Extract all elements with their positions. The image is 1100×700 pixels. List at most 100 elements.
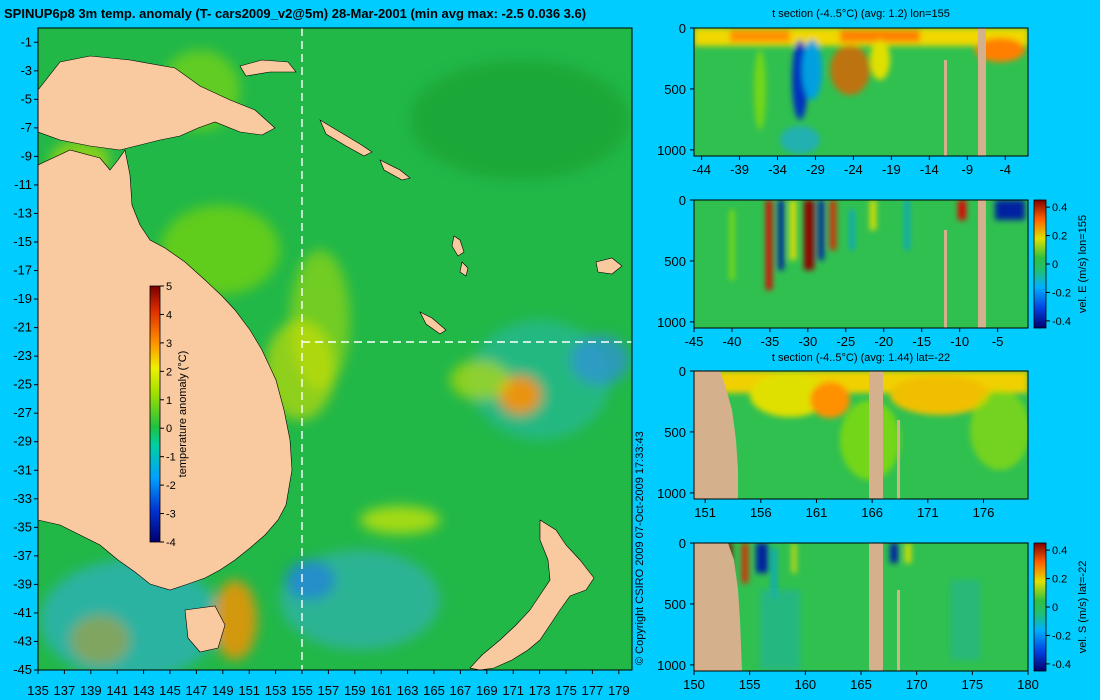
anomaly-texture	[40, 50, 630, 670]
new-guinea-land	[38, 55, 276, 151]
section4-colorbar: 0.4 0.2 0 -0.2 -0.4 vel. S (m/s) lat=-22	[1033, 542, 1089, 672]
map-x-tick-label: 177	[582, 683, 604, 698]
map-y-tick-label: -13	[13, 205, 32, 220]
colorbar-tick-label: -1	[166, 452, 176, 464]
map-y-axis: -1 -3 -5 -7 -9 -11 -13 -15 -17 -19 -21 -23 -25 -27 -29…	[13, 34, 38, 677]
map-x-axis: 135 137 139 141 143 145 147 149 151 153 155 157 159 1…	[27, 670, 630, 698]
section1-axes: -44 -39 -34 -29 -24 -19 -14 -9 -4 0 500 1000	[657, 21, 1011, 177]
section-x-tick-label: -25	[836, 334, 855, 349]
section-y-tick-label: 1000	[657, 315, 686, 330]
section-x-tick-label: -40	[723, 334, 742, 349]
map-y-tick-label: -25	[13, 377, 32, 392]
section-x-tick-label: 161	[806, 505, 828, 520]
map-y-tick-label: -23	[13, 348, 32, 363]
colorbar-tick-label: 2	[166, 366, 172, 378]
map-y-tick-label: -7	[20, 120, 32, 135]
map-frame	[37, 27, 633, 671]
section-y-tick-label: 1000	[657, 658, 686, 673]
colorbar-tick-label: 1	[166, 395, 172, 407]
map-x-tick-label: 145	[159, 683, 181, 698]
map-y-tick-label: -15	[13, 234, 32, 249]
section-x-tick-label: -30	[798, 334, 817, 349]
section-x-tick-label: -45	[685, 334, 704, 349]
map-x-tick-label: 161	[370, 683, 392, 698]
colorbar-tick-label: 0	[166, 423, 172, 435]
map-plot	[38, 28, 632, 670]
section-x-tick-label: -35	[761, 334, 780, 349]
section-y-tick-label: 0	[679, 364, 686, 379]
section-x-tick-label: 171	[917, 505, 939, 520]
map-y-tick-label: -39	[13, 576, 32, 591]
section-x-tick-label: 170	[906, 677, 928, 692]
colorbar-tick-label: -4	[166, 537, 176, 549]
section2-plot	[694, 200, 1028, 328]
colorbar-tick-label: 5	[166, 281, 172, 293]
section-x-tick-label: -10	[950, 334, 969, 349]
vel-colorbar-tick-label: 0.4	[1052, 202, 1067, 214]
section-y-tick-label: 500	[664, 82, 686, 97]
section-x-tick-label: -9	[961, 162, 973, 177]
section-y-tick-label: 1000	[657, 486, 686, 501]
map-x-tick-label: 137	[54, 683, 76, 698]
map-x-tick-label: 147	[186, 683, 208, 698]
section2-axes: -45 -40 -35 -30 -25 -20 -15 -10 -5 0 500 1000	[657, 193, 1003, 349]
map-x-tick-label: 175	[555, 683, 577, 698]
section-x-tick-label: 165	[850, 677, 872, 692]
vel-colorbar-tick-label: 0.2	[1052, 574, 1067, 586]
colorbar-tick-label: 4	[166, 309, 172, 321]
section-x-tick-label: -24	[844, 162, 863, 177]
map-x-tick-label: 141	[106, 683, 128, 698]
map-y-tick-label: -33	[13, 491, 32, 506]
map-y-tick-label: -19	[13, 291, 32, 306]
solomon-islands-land	[319, 119, 373, 157]
svg-text:vel. E (m/s) lon=155: vel. E (m/s) lon=155	[1077, 215, 1089, 313]
map-x-tick-label: 153	[265, 683, 287, 698]
section-x-tick-label: 156	[750, 505, 772, 520]
section-x-tick-label: -15	[912, 334, 931, 349]
map-y-tick-label: -9	[20, 148, 32, 163]
vel-colorbar-tick-label: -0.2	[1052, 287, 1071, 299]
section-x-tick-label: 150	[683, 677, 705, 692]
section-x-tick-label: -29	[806, 162, 825, 177]
map-y-tick-label: -31	[13, 462, 32, 477]
section4-axes: 150 155 160 165 170 175 180 0 500 1000	[657, 536, 1039, 692]
map-y-tick-label: -37	[13, 548, 32, 563]
map-x-tick-label: 169	[476, 683, 498, 698]
vel-colorbar-tick-label: -0.2	[1052, 630, 1071, 642]
vel-colorbar-tick-label: 0	[1052, 602, 1058, 614]
section3-title: t section (-4..5°C) (avg: 1.44) lat=-22	[772, 352, 950, 364]
vel-colorbar-tick-label: 0	[1052, 259, 1058, 271]
map-x-tick-label: 173	[529, 683, 551, 698]
map-y-tick-label: -27	[13, 405, 32, 420]
section1-title: t section (-4..5°C) (avg: 1.2) lon=155	[772, 8, 950, 20]
section-x-tick-label: -34	[768, 162, 787, 177]
colorbar-tick-label: 3	[166, 338, 172, 350]
section-x-tick-label: -20	[874, 334, 893, 349]
vel-colorbar-tick-label: -0.4	[1052, 659, 1071, 671]
section-x-tick-label: 160	[794, 677, 816, 692]
map-x-tick-label: 143	[133, 683, 155, 698]
vel-colorbar-tick-label: -0.4	[1052, 316, 1071, 328]
section-x-tick-label: 151	[694, 505, 716, 520]
section-y-tick-label: 500	[664, 425, 686, 440]
new-zealand-land	[469, 519, 595, 670]
map-y-tick-label: -41	[13, 605, 32, 620]
map-x-tick-label: 179	[608, 683, 630, 698]
map-y-tick-label: -29	[13, 434, 32, 449]
section1-plot	[694, 28, 1028, 156]
section-x-tick-label: -5	[992, 334, 1004, 349]
section-y-tick-label: 500	[664, 597, 686, 612]
map-x-tick-label: 155	[291, 683, 313, 698]
figure-title: SPINUP6p8 3m temp. anomaly (T- cars2009_…	[4, 6, 586, 21]
map-x-tick-label: 167	[450, 683, 472, 698]
tasmania-land	[184, 605, 226, 653]
section4-plot	[694, 543, 1028, 671]
colorbar-label: temperature anomaly (°C)	[177, 351, 189, 478]
map-y-tick-label: -21	[13, 320, 32, 335]
map-y-tick-label: -5	[20, 91, 32, 106]
map-x-tick-label: 171	[502, 683, 524, 698]
section-x-tick-label: 175	[961, 677, 983, 692]
section-x-tick-label: -44	[692, 162, 711, 177]
svg-text:vel. S (m/s) lat=-22: vel. S (m/s) lat=-22	[1077, 561, 1089, 654]
